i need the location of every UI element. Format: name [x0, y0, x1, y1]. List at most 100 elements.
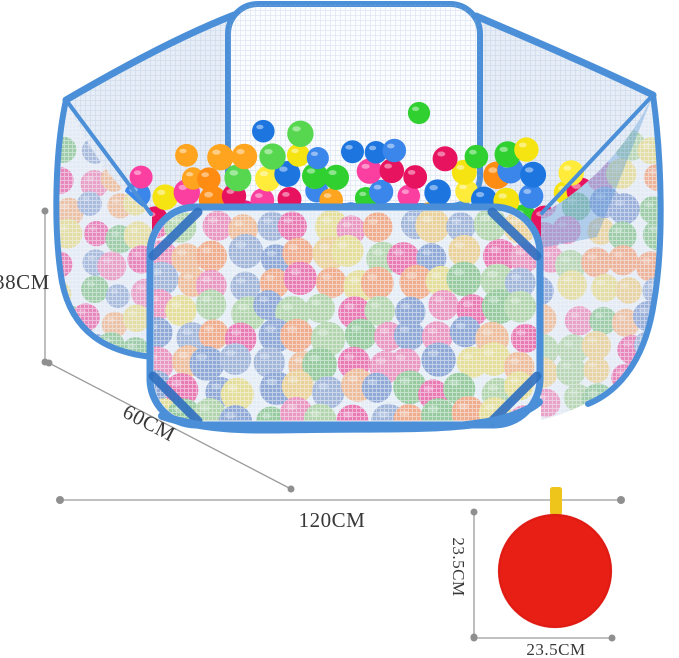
ball-highlight	[236, 149, 245, 155]
bag-width-dim-dot-left	[470, 634, 478, 642]
ball-highlight	[226, 189, 235, 195]
ball-highlight	[373, 184, 382, 190]
ball	[255, 165, 281, 192]
ball-highlight	[359, 191, 367, 197]
ball-highlight	[157, 189, 166, 195]
ball-highlight	[256, 124, 264, 130]
ball-highlight	[469, 149, 477, 155]
bag-body	[498, 514, 612, 628]
ball-highlight	[186, 172, 194, 177]
height-dimension: 38CM	[0, 207, 50, 366]
ball	[356, 158, 383, 184]
right-wing-fold	[541, 95, 653, 248]
ball-highlight	[518, 142, 527, 148]
ball	[286, 143, 310, 167]
ball-highlight	[310, 151, 319, 156]
ball-highlight	[488, 167, 498, 173]
ball	[323, 164, 349, 190]
bag-width-label: 23.5CM	[526, 640, 585, 658]
ball-highlight	[387, 143, 395, 149]
ball-highlight	[401, 189, 409, 194]
height-dim-dot-top	[41, 207, 49, 215]
ball-highlight	[204, 191, 214, 198]
ball-highlight	[523, 189, 532, 194]
outer-left-edge	[53, 97, 155, 360]
pit-width-label: 120CM	[299, 508, 366, 532]
front-panel-mesh-texture	[154, 211, 536, 421]
ball-highlight	[323, 193, 332, 199]
right-wing	[541, 95, 659, 420]
outer-right-edge	[585, 92, 664, 407]
front-corner-fold-tr	[487, 207, 542, 261]
ball	[432, 146, 458, 172]
ball	[274, 161, 301, 187]
storage-bag	[497, 487, 613, 629]
ball	[175, 143, 198, 167]
bag-height-dim-dot-top	[470, 508, 478, 516]
ball-highlight	[384, 163, 392, 169]
ball-highlight	[361, 163, 370, 169]
ball-highlight	[212, 149, 221, 155]
bag-width-dimension: 23.5CM	[470, 634, 616, 658]
front-corner-fold-tl	[148, 207, 203, 261]
ball	[287, 120, 314, 147]
ball	[152, 184, 178, 210]
ball-highlight	[476, 191, 485, 198]
bag-hanging-tab	[550, 487, 562, 515]
ball	[379, 158, 405, 184]
ball-highlight	[525, 167, 534, 173]
ball	[464, 144, 489, 169]
ball-highlight	[306, 168, 316, 174]
ball	[403, 165, 428, 189]
ball	[129, 165, 153, 189]
ball	[341, 140, 364, 164]
ball	[302, 163, 328, 189]
ball	[558, 160, 584, 186]
ball	[364, 141, 388, 164]
ball	[514, 137, 539, 162]
front-corner-fold-br	[487, 371, 542, 426]
front-corner-fold-bl	[148, 371, 203, 426]
left-corner-strap	[64, 98, 153, 216]
right-wing-wash	[541, 95, 659, 420]
ball-highlight	[133, 170, 142, 175]
ball	[306, 147, 329, 170]
ball-highlight	[498, 193, 507, 199]
ball-highlight	[201, 172, 209, 178]
ball-highlight	[563, 165, 572, 171]
depth-dim-dot-top	[45, 359, 53, 367]
ball-highlight	[437, 151, 446, 157]
ball	[259, 143, 286, 170]
ball-highlight	[179, 148, 187, 154]
right-corner-strap	[540, 93, 655, 215]
front-panel	[146, 203, 544, 434]
width-dim-dot-left	[56, 496, 64, 504]
bag-width-dim-dot-right	[608, 634, 616, 642]
ball-highlight	[369, 145, 377, 151]
bag-body-shade	[497, 513, 613, 629]
depth-dim-line	[48, 362, 292, 490]
ball-highlight	[292, 126, 301, 132]
pit-height-label: 38CM	[0, 270, 50, 294]
ball	[520, 161, 547, 188]
rim-right	[472, 12, 657, 99]
rim-left	[62, 11, 238, 104]
right-wing-mesh-texture	[541, 95, 659, 420]
ball	[369, 179, 394, 204]
bag-height-label: 23.5CM	[449, 537, 468, 596]
ball-highlight	[459, 184, 467, 190]
ball	[407, 101, 431, 125]
ball-highlight	[264, 149, 273, 155]
ball	[397, 184, 421, 208]
ball-highlight	[429, 184, 438, 191]
bottom-trim	[158, 398, 543, 434]
ball-highlight	[345, 145, 353, 150]
width-dimension: 120CM	[56, 496, 625, 532]
ball-highlight	[279, 166, 288, 172]
ball-highlight	[407, 170, 416, 175]
ball	[197, 167, 221, 191]
ball-highlight	[412, 106, 420, 112]
ball-highlight	[291, 148, 299, 154]
